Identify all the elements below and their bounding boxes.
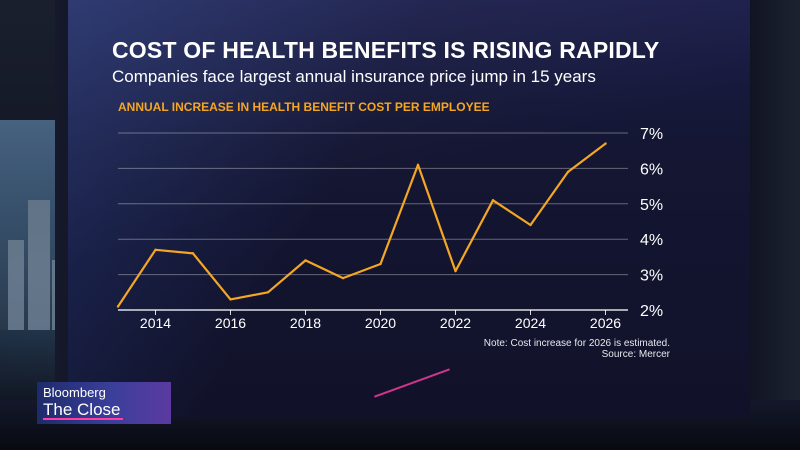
- data-point: [266, 291, 270, 294]
- data-point: [416, 163, 420, 167]
- y-tick-label: 2%: [640, 303, 663, 320]
- data-point: [304, 259, 307, 262]
- footnote: Note: Cost increase for 2026 is estimate…: [483, 338, 670, 349]
- studio-right-wall: [748, 0, 800, 450]
- headline: COST OF HEALTH BENEFITS IS RISING RAPIDL…: [112, 37, 660, 63]
- data-point: [454, 269, 457, 273]
- chart-gridlines: [118, 132, 628, 311]
- subheadline: Companies face largest annual insurance …: [112, 67, 596, 86]
- y-tick-label: 6%: [640, 161, 663, 178]
- logo-underline: [43, 418, 123, 420]
- x-tick-label: 2026: [590, 315, 621, 331]
- x-tick-label: 2016: [215, 315, 246, 331]
- chart-title: ANNUAL INCREASE IN HEALTH BENEFIT COST P…: [118, 100, 490, 114]
- data-point: [491, 199, 495, 202]
- show-logo: Bloomberg The Close: [37, 382, 171, 424]
- x-tick-label: 2020: [365, 315, 396, 331]
- data-point: [229, 298, 232, 301]
- show-name: The Close: [43, 400, 121, 419]
- y-tick-label: 4%: [640, 232, 663, 249]
- data-point: [191, 252, 195, 255]
- y-tick-label: 5%: [640, 197, 663, 214]
- y-tick-label: 7%: [640, 126, 663, 143]
- data-point: [154, 248, 157, 252]
- data-point: [529, 223, 532, 227]
- data-point: [379, 262, 382, 266]
- data-point: [341, 276, 345, 280]
- y-axis-ticks: 2% 3% 4% 5% 6% 7%: [640, 126, 663, 320]
- y-tick-label: 3%: [640, 268, 663, 285]
- x-axis-ticks: 2014 2016 2018 2020 2022 2024 2026: [140, 310, 621, 331]
- x-tick-label: 2014: [140, 315, 171, 331]
- building: [8, 240, 24, 330]
- x-tick-label: 2024: [515, 315, 546, 331]
- series-layer: [116, 142, 607, 308]
- data-point: [566, 170, 570, 174]
- building: [28, 200, 50, 330]
- brand-name: Bloomberg: [43, 385, 106, 400]
- x-tick-label: 2018: [290, 315, 321, 331]
- data-point: [116, 305, 120, 308]
- source-credit: Source: Mercer: [601, 349, 670, 360]
- video-wall-screen: [68, 0, 750, 418]
- data-point: [604, 142, 607, 145]
- series-line: [116, 142, 607, 308]
- x-tick-label: 2022: [440, 315, 471, 331]
